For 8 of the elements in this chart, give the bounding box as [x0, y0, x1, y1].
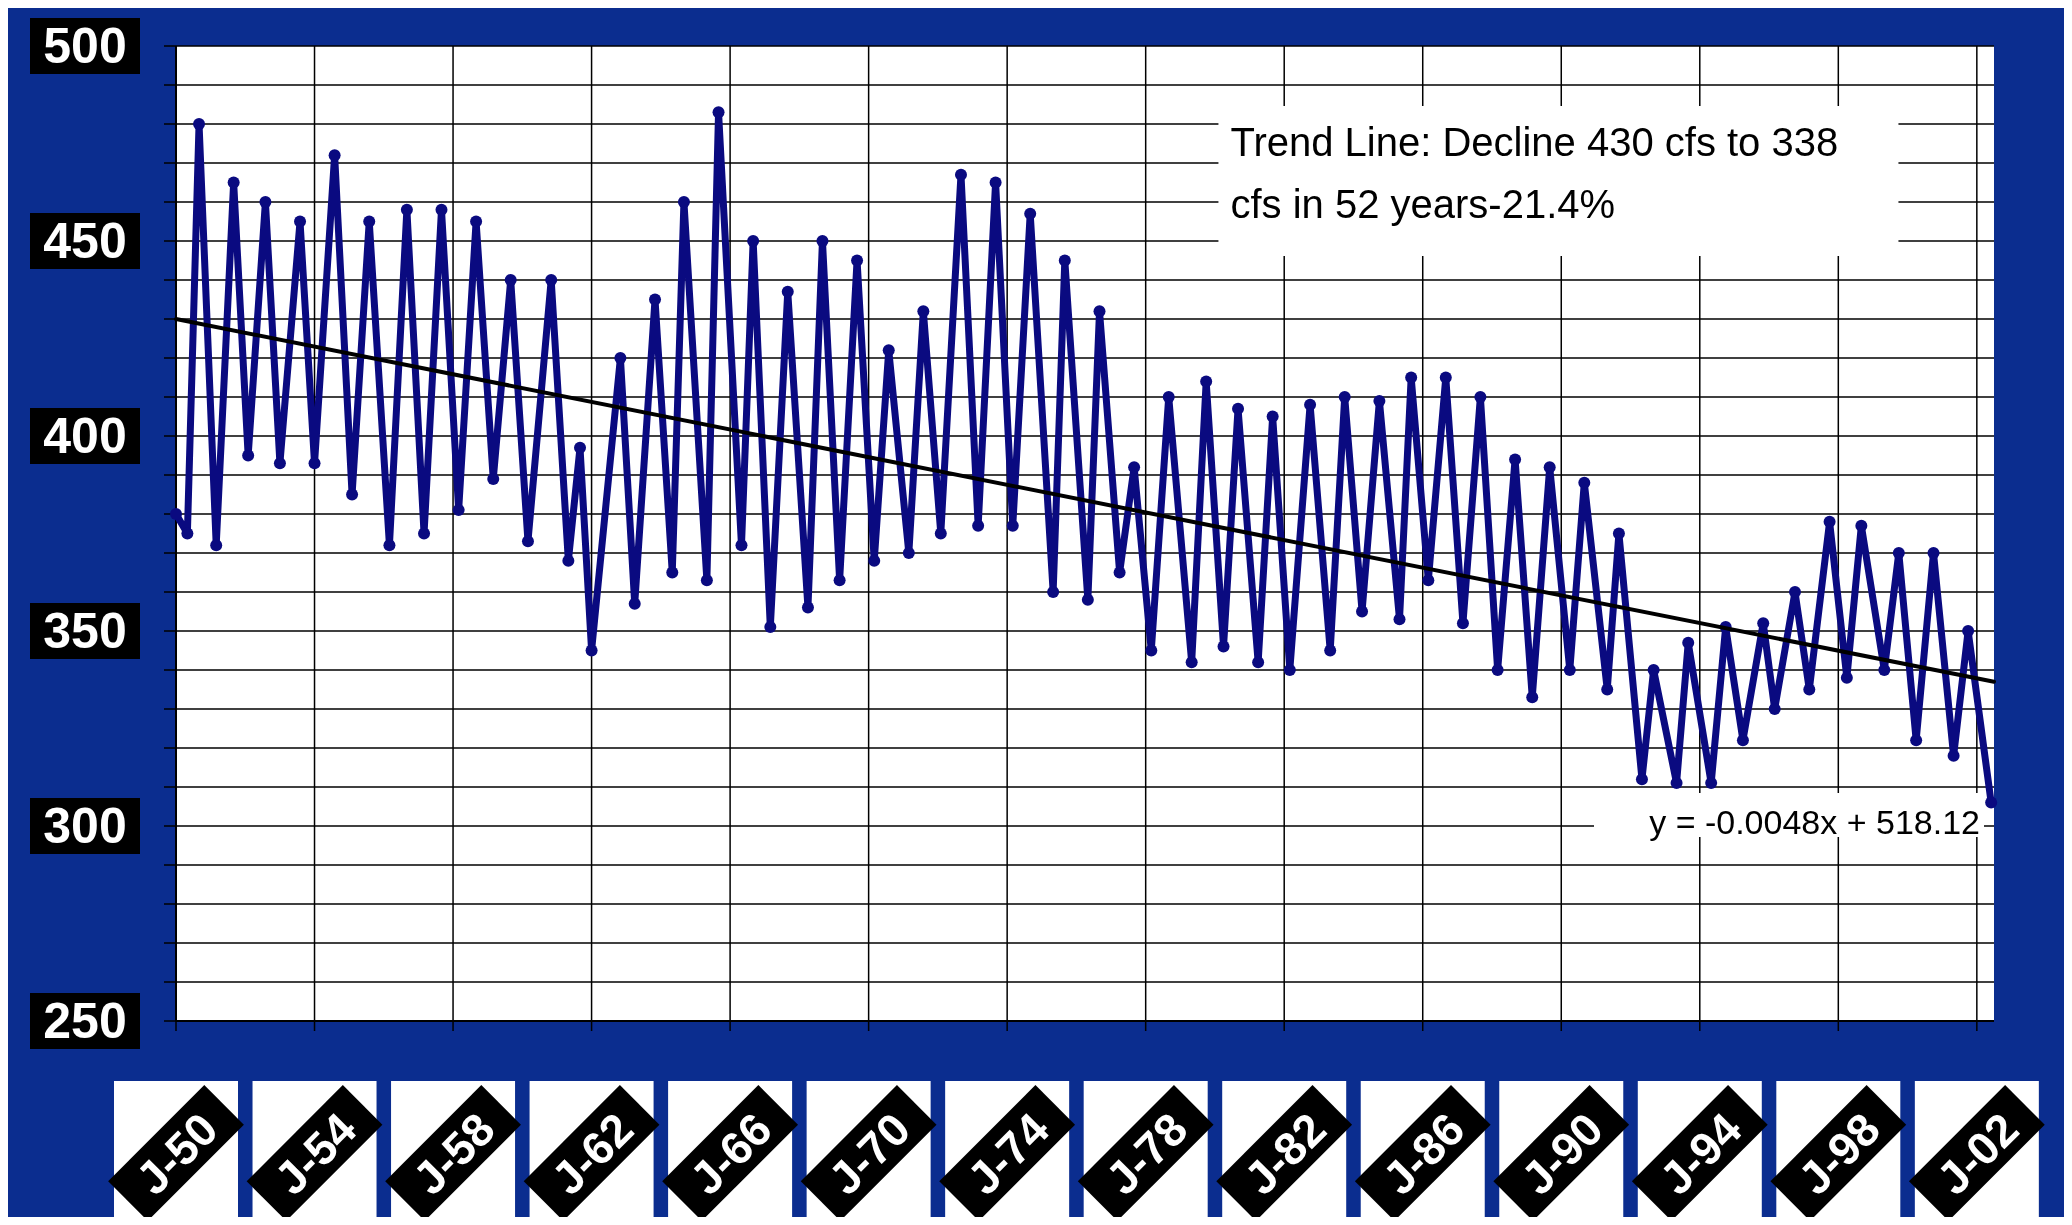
- y-tick-label: 400: [43, 408, 127, 464]
- annotation: Trend Line: Decline 430 cfs to 338 cfs in 52 years-21.4%: [1230, 120, 1839, 226]
- y-tick-label: 350: [43, 603, 127, 659]
- y-tick-label: 300: [43, 798, 127, 854]
- y-tick-label: 500: [43, 18, 127, 74]
- y-tick-label: 450: [43, 213, 127, 269]
- y-tick-label: 250: [43, 993, 127, 1049]
- annotation: y = -0.0048x + 518.12: [1649, 803, 1980, 841]
